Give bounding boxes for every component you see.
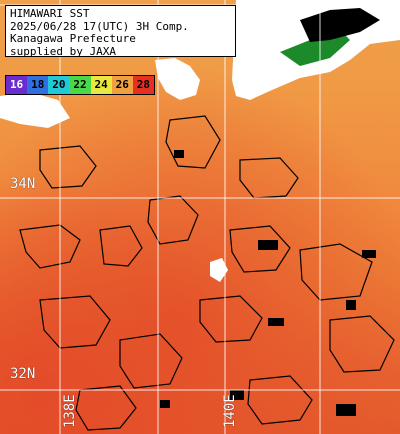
legend-item-24: 24 — [90, 76, 112, 94]
legend-item-26: 26 — [111, 76, 133, 94]
land-northwest — [155, 58, 200, 100]
land-island — [210, 258, 228, 282]
legend-item-18: 18 — [27, 76, 49, 94]
temperature-legend: 16 18 20 22 24 26 28 — [5, 75, 155, 95]
land-peninsula — [0, 92, 70, 128]
legend-item-22: 22 — [69, 76, 91, 94]
map-title-box: HIMAWARI SST 2025/06/28 17(UTC) 3H Comp.… — [5, 5, 236, 57]
lon-label-140e: 140E — [222, 394, 238, 428]
lat-label-34n: 34N — [10, 176, 36, 192]
title-line-1: HIMAWARI SST — [10, 7, 90, 20]
legend-item-28: 28 — [132, 76, 154, 94]
legend-item-16: 16 — [6, 76, 28, 94]
legend-item-20: 20 — [48, 76, 70, 94]
cloud-mask-filled — [160, 150, 376, 416]
lon-label-138e: 138E — [62, 394, 78, 428]
title-line-4: supplied by JAXA — [10, 44, 116, 58]
title-line-3: Kanagawa Prefecture — [10, 32, 136, 45]
cloud-mask-outlines — [19, 115, 395, 431]
title-line-2: 2025/06/28 17(UTC) 3H Comp. — [10, 19, 189, 33]
lat-label-32n: 32N — [10, 366, 36, 382]
